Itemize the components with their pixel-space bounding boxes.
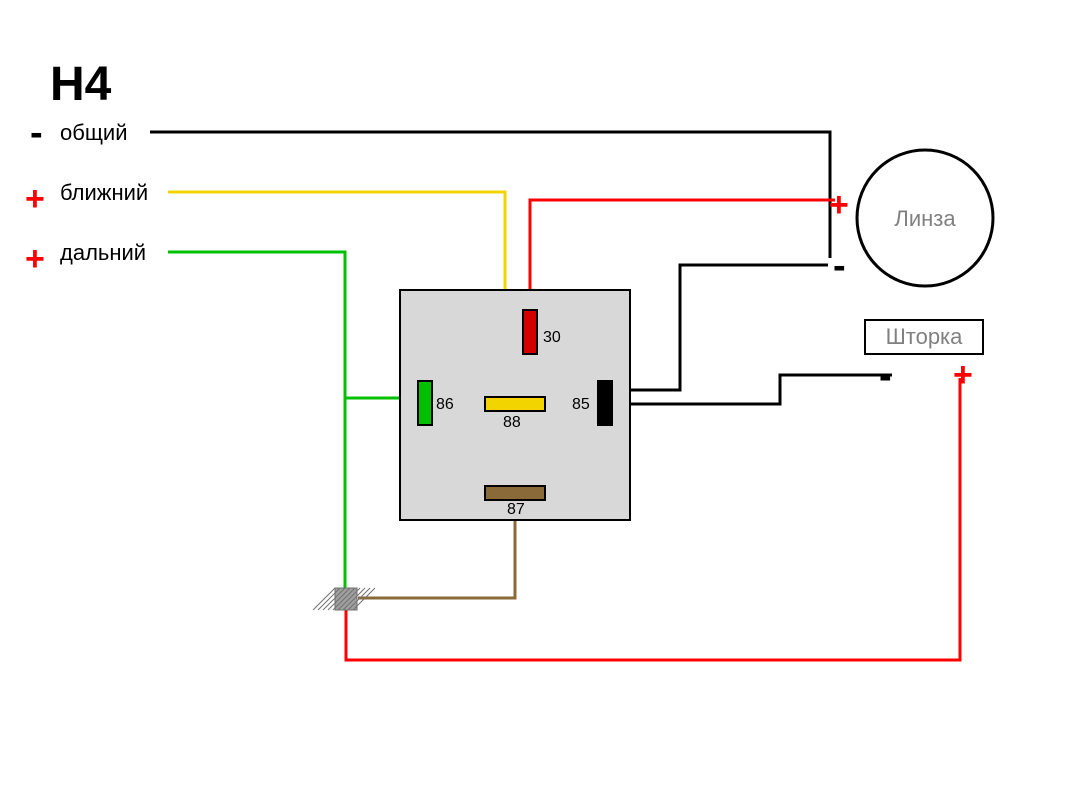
wire-common	[150, 132, 830, 258]
wiring-diagram: H4 - + + общий ближний дальний 30 85 86 …	[0, 0, 1080, 795]
relay-pin-86	[418, 381, 432, 425]
relay-pin-30	[523, 310, 537, 354]
lens-label: Линза	[894, 206, 956, 231]
wire-high-beam	[168, 252, 420, 588]
common-label: общий	[60, 120, 128, 145]
shutter-label: Шторка	[886, 324, 964, 349]
low-sign: +	[25, 180, 45, 218]
shutter-minus-sign: -	[879, 355, 892, 397]
wire-pin85-upper	[605, 265, 828, 390]
shutter-plus-sign: +	[953, 356, 973, 394]
pin-label-85: 85	[572, 396, 590, 413]
pin-label-88: 88	[503, 414, 521, 431]
relay-pin-87	[485, 486, 545, 500]
pin-label-30: 30	[543, 329, 561, 346]
pin-label-87: 87	[507, 501, 525, 518]
high-sign: +	[25, 240, 45, 278]
high-label: дальний	[60, 240, 146, 265]
low-label: ближний	[60, 180, 148, 205]
common-sign: -	[30, 112, 43, 154]
relay-pin-85	[598, 381, 612, 425]
pin-label-86: 86	[436, 396, 454, 413]
lens-minus-sign: -	[833, 245, 846, 287]
relay-pin-88	[485, 397, 545, 411]
lens-plus-sign: +	[829, 186, 849, 224]
diagram-title: H4	[50, 58, 112, 111]
